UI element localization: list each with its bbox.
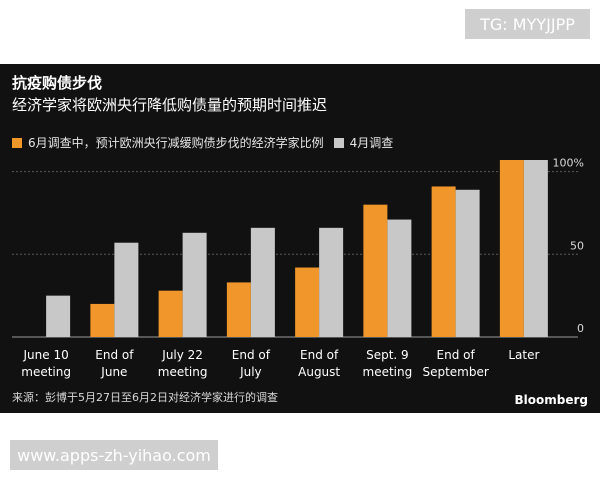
x-tick-label: meeting <box>21 365 71 379</box>
y-tick-label: 50 <box>570 239 584 252</box>
legend-label-april: 4月调查 <box>349 136 394 150</box>
y-tick-label: 0 <box>577 322 584 335</box>
bar-april <box>387 219 412 337</box>
legend-swatch-june <box>12 137 22 148</box>
bar-june <box>158 290 183 337</box>
y-tick-label: 100% <box>553 157 584 170</box>
x-tick-label: End of <box>437 348 476 362</box>
legend-swatch-april <box>333 137 344 148</box>
x-tick-label: July <box>239 365 262 379</box>
x-tick-label: June 10 <box>23 348 69 362</box>
bar-april <box>523 160 548 337</box>
chart-panel: 抗疫购债步伐 经济学家将欧洲央行降低购债量的预期时间推迟 6月调查中，预计欧洲央… <box>0 64 600 413</box>
bar-april <box>46 295 71 337</box>
bar-june <box>431 186 456 337</box>
bar-april <box>319 227 344 337</box>
bar-april <box>455 189 480 337</box>
bar-april <box>114 242 139 337</box>
x-tick-label: meeting <box>363 365 413 379</box>
watermark-bottom: www.apps-zh-yihao.com <box>10 440 218 470</box>
chart-subtitle: 经济学家将欧洲央行降低购债量的预期时间推迟 <box>12 96 328 114</box>
watermark-top-text: TG: MYYJJPP <box>480 14 575 34</box>
bar-june <box>363 204 388 337</box>
x-tick-label: August <box>298 365 340 379</box>
x-tick-label: Later <box>508 348 539 362</box>
bar-june <box>499 160 524 337</box>
legend-item-april: 4月调查 <box>333 134 394 151</box>
bar-chart: 0 50 100% June 10 meeting End of June July 22 me… <box>12 157 584 379</box>
x-tick-label: July 22 <box>161 348 203 362</box>
bar-june <box>226 282 251 337</box>
x-tick-label: Sept. 9 <box>366 348 409 362</box>
bar-june <box>295 267 320 337</box>
watermark-bottom-text: www.apps-zh-yihao.com <box>17 445 211 465</box>
x-tick-label: End of <box>300 348 339 362</box>
legend-label-june: 6月调查中，预计欧洲央行减缓购债步伐的经济学家比例 <box>28 136 324 150</box>
legend: 6月调查中，预计欧洲央行减缓购债步伐的经济学家比例 4月调查 <box>12 134 403 151</box>
x-tick-label: End of <box>95 348 134 362</box>
bar-april <box>250 227 275 337</box>
x-tick-label: meeting <box>158 365 208 379</box>
bar-june <box>90 303 115 337</box>
watermark-top: TG: MYYJJPP <box>465 9 590 39</box>
bar-april <box>182 232 207 337</box>
legend-item-june: 6月调查中，预计欧洲央行减缓购债步伐的经济学家比例 <box>12 134 324 151</box>
chart-title: 抗疫购债步伐 <box>12 74 103 92</box>
brand-logo: Bloomberg <box>514 393 589 407</box>
x-tick-label: September <box>422 365 488 379</box>
x-tick-label: End of <box>232 348 271 362</box>
x-tick-label: June <box>100 365 127 379</box>
source-note: 来源：彭博于5月27日至6月2日对经济学家进行的调查 <box>12 391 278 404</box>
